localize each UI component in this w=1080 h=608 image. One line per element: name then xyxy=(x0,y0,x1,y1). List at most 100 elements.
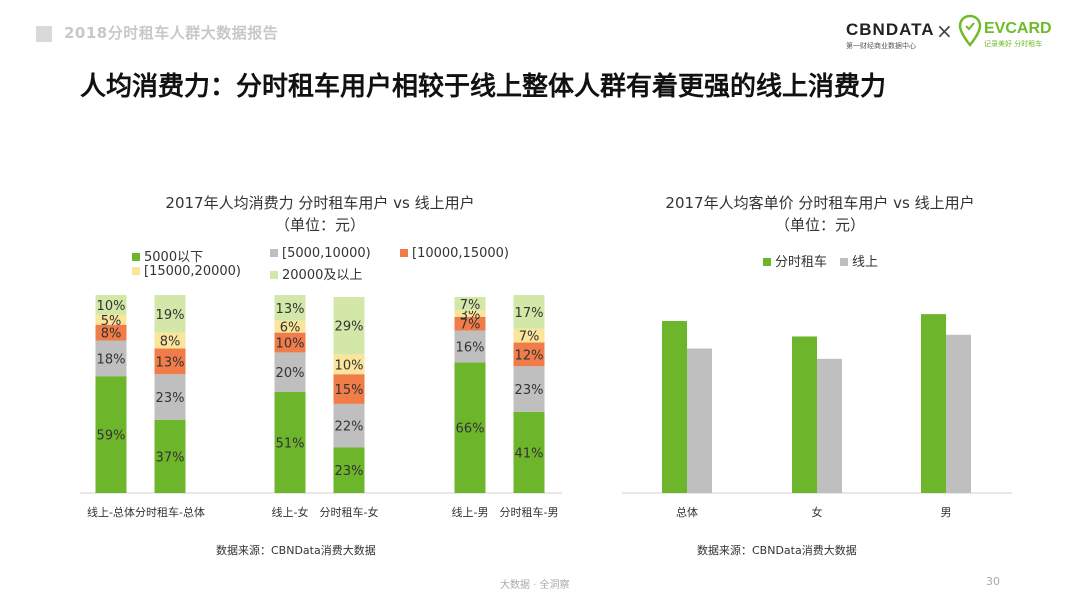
stacked-bar-segment xyxy=(454,310,486,317)
bar-value-label: 51% xyxy=(276,437,305,452)
evcard-logo: EVCARD 记录美好 分时租车 xyxy=(958,14,1058,50)
bar-value-label: 7% xyxy=(460,318,481,333)
legend-swatch xyxy=(840,257,848,266)
legend-label: 20000及以上 xyxy=(282,268,363,283)
grouped-bar xyxy=(921,314,946,493)
bar-value-label: 22% xyxy=(335,420,364,435)
grouped-bar xyxy=(946,334,971,493)
legend-item-under-5000: 5000以下 xyxy=(132,246,203,265)
bar-value-label: 7% xyxy=(460,298,481,313)
stacked-bar-segment xyxy=(454,316,486,331)
page-title: 人均消费力：分时租车用户相较于线上整体人群有着更强的线上消费力 xyxy=(80,72,887,102)
bar-value-label: 23% xyxy=(156,391,185,406)
category-label: 分时租车-总体 xyxy=(135,505,205,519)
legend-label: [15000,20000) xyxy=(144,264,241,279)
stacked-bar-segment xyxy=(513,328,545,343)
right-chart-unit: （单位：元） xyxy=(774,216,865,234)
category-label: 分时租车-女 xyxy=(320,505,379,519)
bar-value-label: 23% xyxy=(515,383,544,398)
stacked-bar-segment xyxy=(274,332,306,353)
legend-label: 线上 xyxy=(852,255,879,270)
legend-swatch xyxy=(400,248,408,257)
stacked-bar-segment xyxy=(333,374,365,404)
bar-value-label: 10% xyxy=(97,299,126,314)
cbndata-logo-subtitle: 第一财经商业数据中心 xyxy=(846,42,916,50)
bar-value-label: 3% xyxy=(460,308,481,323)
cbndata-logo-mark: CBNDATA xyxy=(846,20,935,39)
category-label: 线上-女 xyxy=(272,505,309,519)
legend-swatch xyxy=(132,252,140,261)
stacked-bar-segment xyxy=(274,392,306,493)
grouped-bar xyxy=(687,348,712,493)
grouped-bar xyxy=(662,321,687,493)
bar-value-label: 10% xyxy=(335,358,364,373)
category-label: 线上-男 xyxy=(452,505,489,519)
legend-swatch xyxy=(270,270,278,279)
bar-value-label: 13% xyxy=(276,302,305,317)
stacked-bar-segment xyxy=(333,296,365,355)
stacked-bar-segment xyxy=(95,376,127,493)
stacked-bar-segment xyxy=(454,296,486,311)
stacked-bar-segment xyxy=(154,374,186,420)
legend-item-20000-plus: 20000及以上 xyxy=(270,264,362,283)
stacked-bar-segment xyxy=(513,295,545,329)
header-marker xyxy=(36,26,52,42)
bar-value-label: 5% xyxy=(101,314,122,329)
stacked-bar-segment xyxy=(154,332,186,349)
left-chart-title-line: 2017年人均消费力 分时租车用户 vs 线上用户 xyxy=(165,194,475,212)
legend-item-5000-10000: [5000,10000) xyxy=(270,246,371,261)
stacked-bar-segment xyxy=(333,447,365,493)
bar-value-label: 29% xyxy=(335,320,364,335)
logo-separator: × xyxy=(936,19,953,43)
evcard-logo-mark: EVCARD xyxy=(984,20,1052,37)
report-title: 2018分时租车人群大数据报告 xyxy=(64,24,279,42)
stacked-bar-segment xyxy=(454,330,486,363)
stacked-bar-segment xyxy=(513,342,545,367)
bar-value-label: 23% xyxy=(335,464,364,479)
cbndata-logo: CBNDATA 第一财经商业数据中心 xyxy=(846,20,935,51)
bar-value-label: 17% xyxy=(515,306,544,321)
evcard-logo-subtitle: 记录美好 分时租车 xyxy=(984,40,1043,48)
bar-value-label: 66% xyxy=(456,422,485,437)
bar-value-label: 12% xyxy=(515,348,544,363)
stacked-bar-segment xyxy=(333,354,365,375)
bar-value-label: 19% xyxy=(156,308,185,323)
bar-value-label: 16% xyxy=(456,340,485,355)
legend-swatch xyxy=(132,266,140,275)
evcard-pin-icon xyxy=(958,14,982,47)
right-chart-title: 2017年人均客单价 分时租车用户 vs 线上用户 （单位：元） xyxy=(620,192,1020,236)
legend-label: [5000,10000) xyxy=(282,246,371,261)
right-chart-source: 数据来源：CBNData消费大数据 xyxy=(697,544,857,557)
stacked-bar-segment xyxy=(95,324,127,341)
legend-swatch xyxy=(763,257,771,266)
footer-tagline: 大数据 · 全洞察 xyxy=(500,580,570,591)
right-chart-title-line: 2017年人均客单价 分时租车用户 vs 线上用户 xyxy=(665,194,975,212)
bar-value-label: 41% xyxy=(515,446,544,461)
bar-value-label: 18% xyxy=(97,352,126,367)
category-label: 分时租车-男 xyxy=(500,505,559,519)
bar-value-label: 13% xyxy=(156,355,185,370)
bar-value-label: 59% xyxy=(97,429,126,444)
bar-value-label: 37% xyxy=(156,450,185,465)
stacked-bar-segment xyxy=(333,403,365,448)
grouped-bar xyxy=(792,336,817,493)
stacked-bar-segment xyxy=(513,411,545,493)
bar-value-label: 6% xyxy=(280,321,301,336)
left-chart-unit: （单位：元） xyxy=(274,216,365,234)
stacked-bar-segment xyxy=(274,320,306,333)
stacked-bar-segment xyxy=(274,352,306,393)
left-chart-title: 2017年人均消费力 分时租车用户 vs 线上用户 （单位：元） xyxy=(110,192,530,236)
stacked-bar-segment xyxy=(154,419,186,493)
page-number: 30 xyxy=(986,575,1000,588)
legend-label: [10000,15000) xyxy=(412,246,509,261)
grouped-bar xyxy=(817,358,842,493)
category-label: 总体 xyxy=(676,505,698,519)
legend-item-15000-20000: [15000,20000) xyxy=(132,264,241,279)
category-label: 男 xyxy=(941,506,952,519)
legend-swatch xyxy=(270,248,278,257)
legend-label: 分时租车 xyxy=(775,255,828,270)
stacked-bar-segment xyxy=(274,295,306,321)
category-label: 女 xyxy=(812,505,823,519)
bar-value-label: 10% xyxy=(276,337,305,352)
